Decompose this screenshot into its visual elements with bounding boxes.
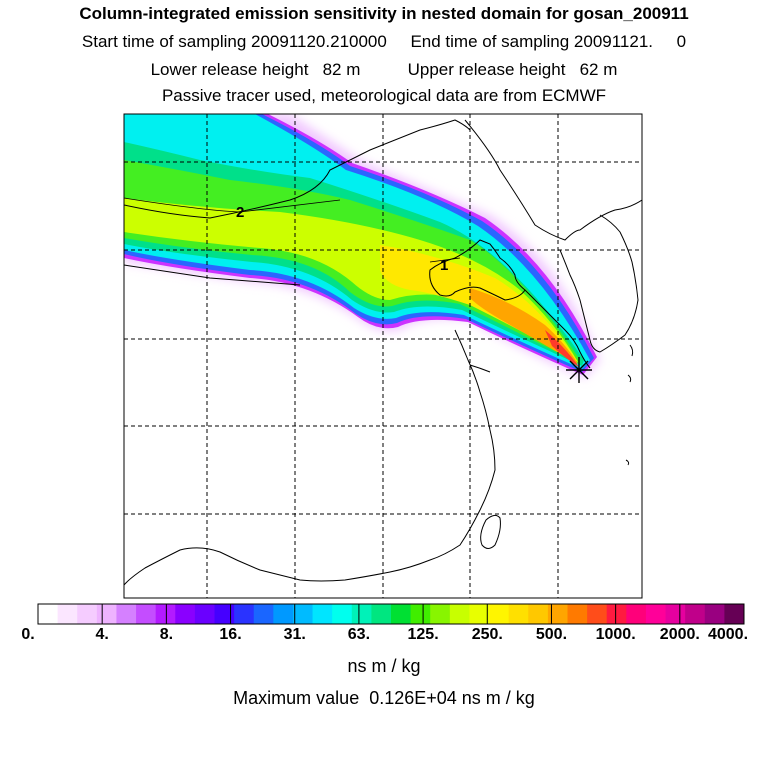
tracer-info-subtitle: Passive tracer used, meteorological data… [161, 86, 607, 105]
colorbar-cell [312, 604, 333, 624]
figure-title: Column-integrated emission sensitivity i… [79, 4, 689, 23]
colorbar-cell [508, 604, 529, 624]
colorbar-cell [410, 604, 431, 624]
colorbar-tick-label: 8. [159, 626, 174, 643]
colorbar-cell [194, 604, 215, 624]
colorbar-cell [136, 604, 157, 624]
colorbar-tick-label: 4. [95, 626, 109, 643]
colorbar-cell [724, 604, 745, 624]
colorbar-cell [332, 604, 353, 624]
colorbar-cell [371, 604, 392, 624]
colorbar-cell [292, 604, 314, 624]
colorbar-cell [469, 604, 490, 624]
colorbar-cell [449, 604, 470, 624]
contour-label-1: 1 [440, 257, 448, 274]
colorbar-cell [685, 604, 706, 624]
colorbar-cell [528, 604, 549, 624]
colorbar-cell [645, 604, 667, 624]
colorbar-cell [665, 604, 686, 624]
colorbar-cell [77, 604, 98, 624]
colorbar-cell [214, 604, 235, 624]
colorbar-cell [273, 604, 294, 624]
coastlines [124, 119, 642, 586]
map-frame [123, 113, 643, 599]
contour-label-2: 2 [236, 204, 244, 221]
colorbar-tick-label: 16. [219, 626, 242, 643]
colorbar-tick-label: 125. [407, 626, 439, 643]
colorbar-cell [606, 604, 627, 624]
colorbar-tick-label: 1000. [595, 626, 636, 643]
colorbar-tick-label: 63. [347, 626, 371, 643]
colorbar-cell [96, 604, 117, 624]
colorbar-cell [234, 604, 255, 624]
colorbar-unit: ns m / kg [347, 656, 421, 676]
colorbar [37, 603, 745, 625]
colorbar-tick-label: 31. [283, 626, 306, 643]
lat-lon-grid [124, 114, 642, 598]
colorbar-tick-label: 0. [21, 626, 35, 643]
maximum-value-text: Maximum value 0.126E+04 ns m / kg [233, 688, 535, 708]
colorbar-cell [587, 604, 608, 624]
colorbar-tick-label: 500. [535, 626, 568, 643]
colorbar-cell [626, 604, 647, 624]
colorbar-cell [430, 604, 451, 624]
colorbar-tick-label: 250. [471, 626, 503, 643]
colorbar-cell [57, 604, 78, 624]
colorbar-cell [38, 604, 59, 624]
sampling-time-subtitle: Start time of sampling 20091120.210000 E… [81, 32, 687, 51]
colorbar-cell [547, 604, 568, 624]
colorbar-cell [567, 604, 588, 624]
colorbar-tick-label: 2000. [659, 626, 700, 643]
colorbar-cell [704, 604, 725, 624]
asterisk-icon [566, 357, 592, 383]
colorbar-cell [391, 604, 412, 624]
contour-lines [124, 197, 461, 263]
release-height-subtitle: Lower release height 82 m Upper release … [150, 60, 618, 79]
colorbar-tick-label: 4000. [707, 626, 749, 643]
colorbar-cell [155, 604, 176, 624]
colorbar-cell [253, 604, 274, 624]
colorbar-cell [175, 604, 196, 624]
colorbar-cell [116, 604, 137, 624]
colorbar-cell [351, 604, 372, 624]
colorbar-cell [489, 604, 510, 624]
